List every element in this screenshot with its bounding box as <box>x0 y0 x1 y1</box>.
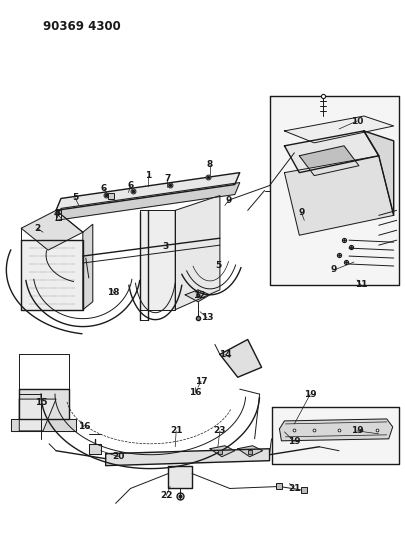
Polygon shape <box>284 116 393 143</box>
Polygon shape <box>185 290 209 302</box>
Text: 17: 17 <box>194 377 207 386</box>
Text: 20: 20 <box>112 452 124 461</box>
Polygon shape <box>19 389 69 419</box>
Text: 6: 6 <box>127 181 133 190</box>
Polygon shape <box>83 224 92 310</box>
Polygon shape <box>168 466 192 488</box>
Text: 18: 18 <box>107 288 119 297</box>
Polygon shape <box>56 211 61 220</box>
Text: 8: 8 <box>206 160 213 169</box>
Polygon shape <box>284 131 378 173</box>
Text: 4: 4 <box>54 209 60 218</box>
Polygon shape <box>89 444 100 454</box>
Polygon shape <box>284 156 393 235</box>
Text: 19: 19 <box>350 426 362 435</box>
Polygon shape <box>363 131 393 215</box>
Text: 3: 3 <box>162 241 168 251</box>
Text: 6: 6 <box>100 184 107 193</box>
Polygon shape <box>209 446 234 457</box>
Text: 16: 16 <box>188 387 201 397</box>
Polygon shape <box>298 146 358 176</box>
Text: 14: 14 <box>218 350 230 359</box>
Text: 12: 12 <box>192 292 205 300</box>
Text: 19: 19 <box>303 390 316 399</box>
Polygon shape <box>175 196 220 310</box>
Polygon shape <box>56 173 239 211</box>
Polygon shape <box>105 449 269 466</box>
Text: 10: 10 <box>350 117 362 125</box>
Polygon shape <box>19 399 56 431</box>
Polygon shape <box>271 407 398 464</box>
Text: 5: 5 <box>214 261 220 270</box>
Text: 9: 9 <box>297 208 304 217</box>
Polygon shape <box>269 96 398 285</box>
Polygon shape <box>220 340 261 377</box>
Polygon shape <box>56 183 239 220</box>
Text: 23: 23 <box>213 426 226 435</box>
Polygon shape <box>21 211 83 250</box>
Text: 22: 22 <box>160 491 172 500</box>
Text: 15: 15 <box>35 398 47 407</box>
Text: 21: 21 <box>170 426 182 435</box>
Text: 21: 21 <box>288 484 300 493</box>
Text: 11: 11 <box>354 280 366 289</box>
Text: 16: 16 <box>77 422 90 431</box>
Polygon shape <box>237 446 262 457</box>
Text: 7: 7 <box>164 174 170 183</box>
Text: 1: 1 <box>145 171 151 180</box>
Text: 9: 9 <box>330 265 337 274</box>
Text: 5: 5 <box>72 193 78 202</box>
Text: 19: 19 <box>288 437 300 446</box>
Text: 13: 13 <box>200 313 213 322</box>
Text: 2: 2 <box>34 224 40 233</box>
Text: 9: 9 <box>225 196 231 205</box>
Polygon shape <box>11 419 76 431</box>
Polygon shape <box>140 211 175 310</box>
Polygon shape <box>279 419 392 441</box>
Text: 90369 4300: 90369 4300 <box>43 20 121 33</box>
Polygon shape <box>21 240 83 310</box>
